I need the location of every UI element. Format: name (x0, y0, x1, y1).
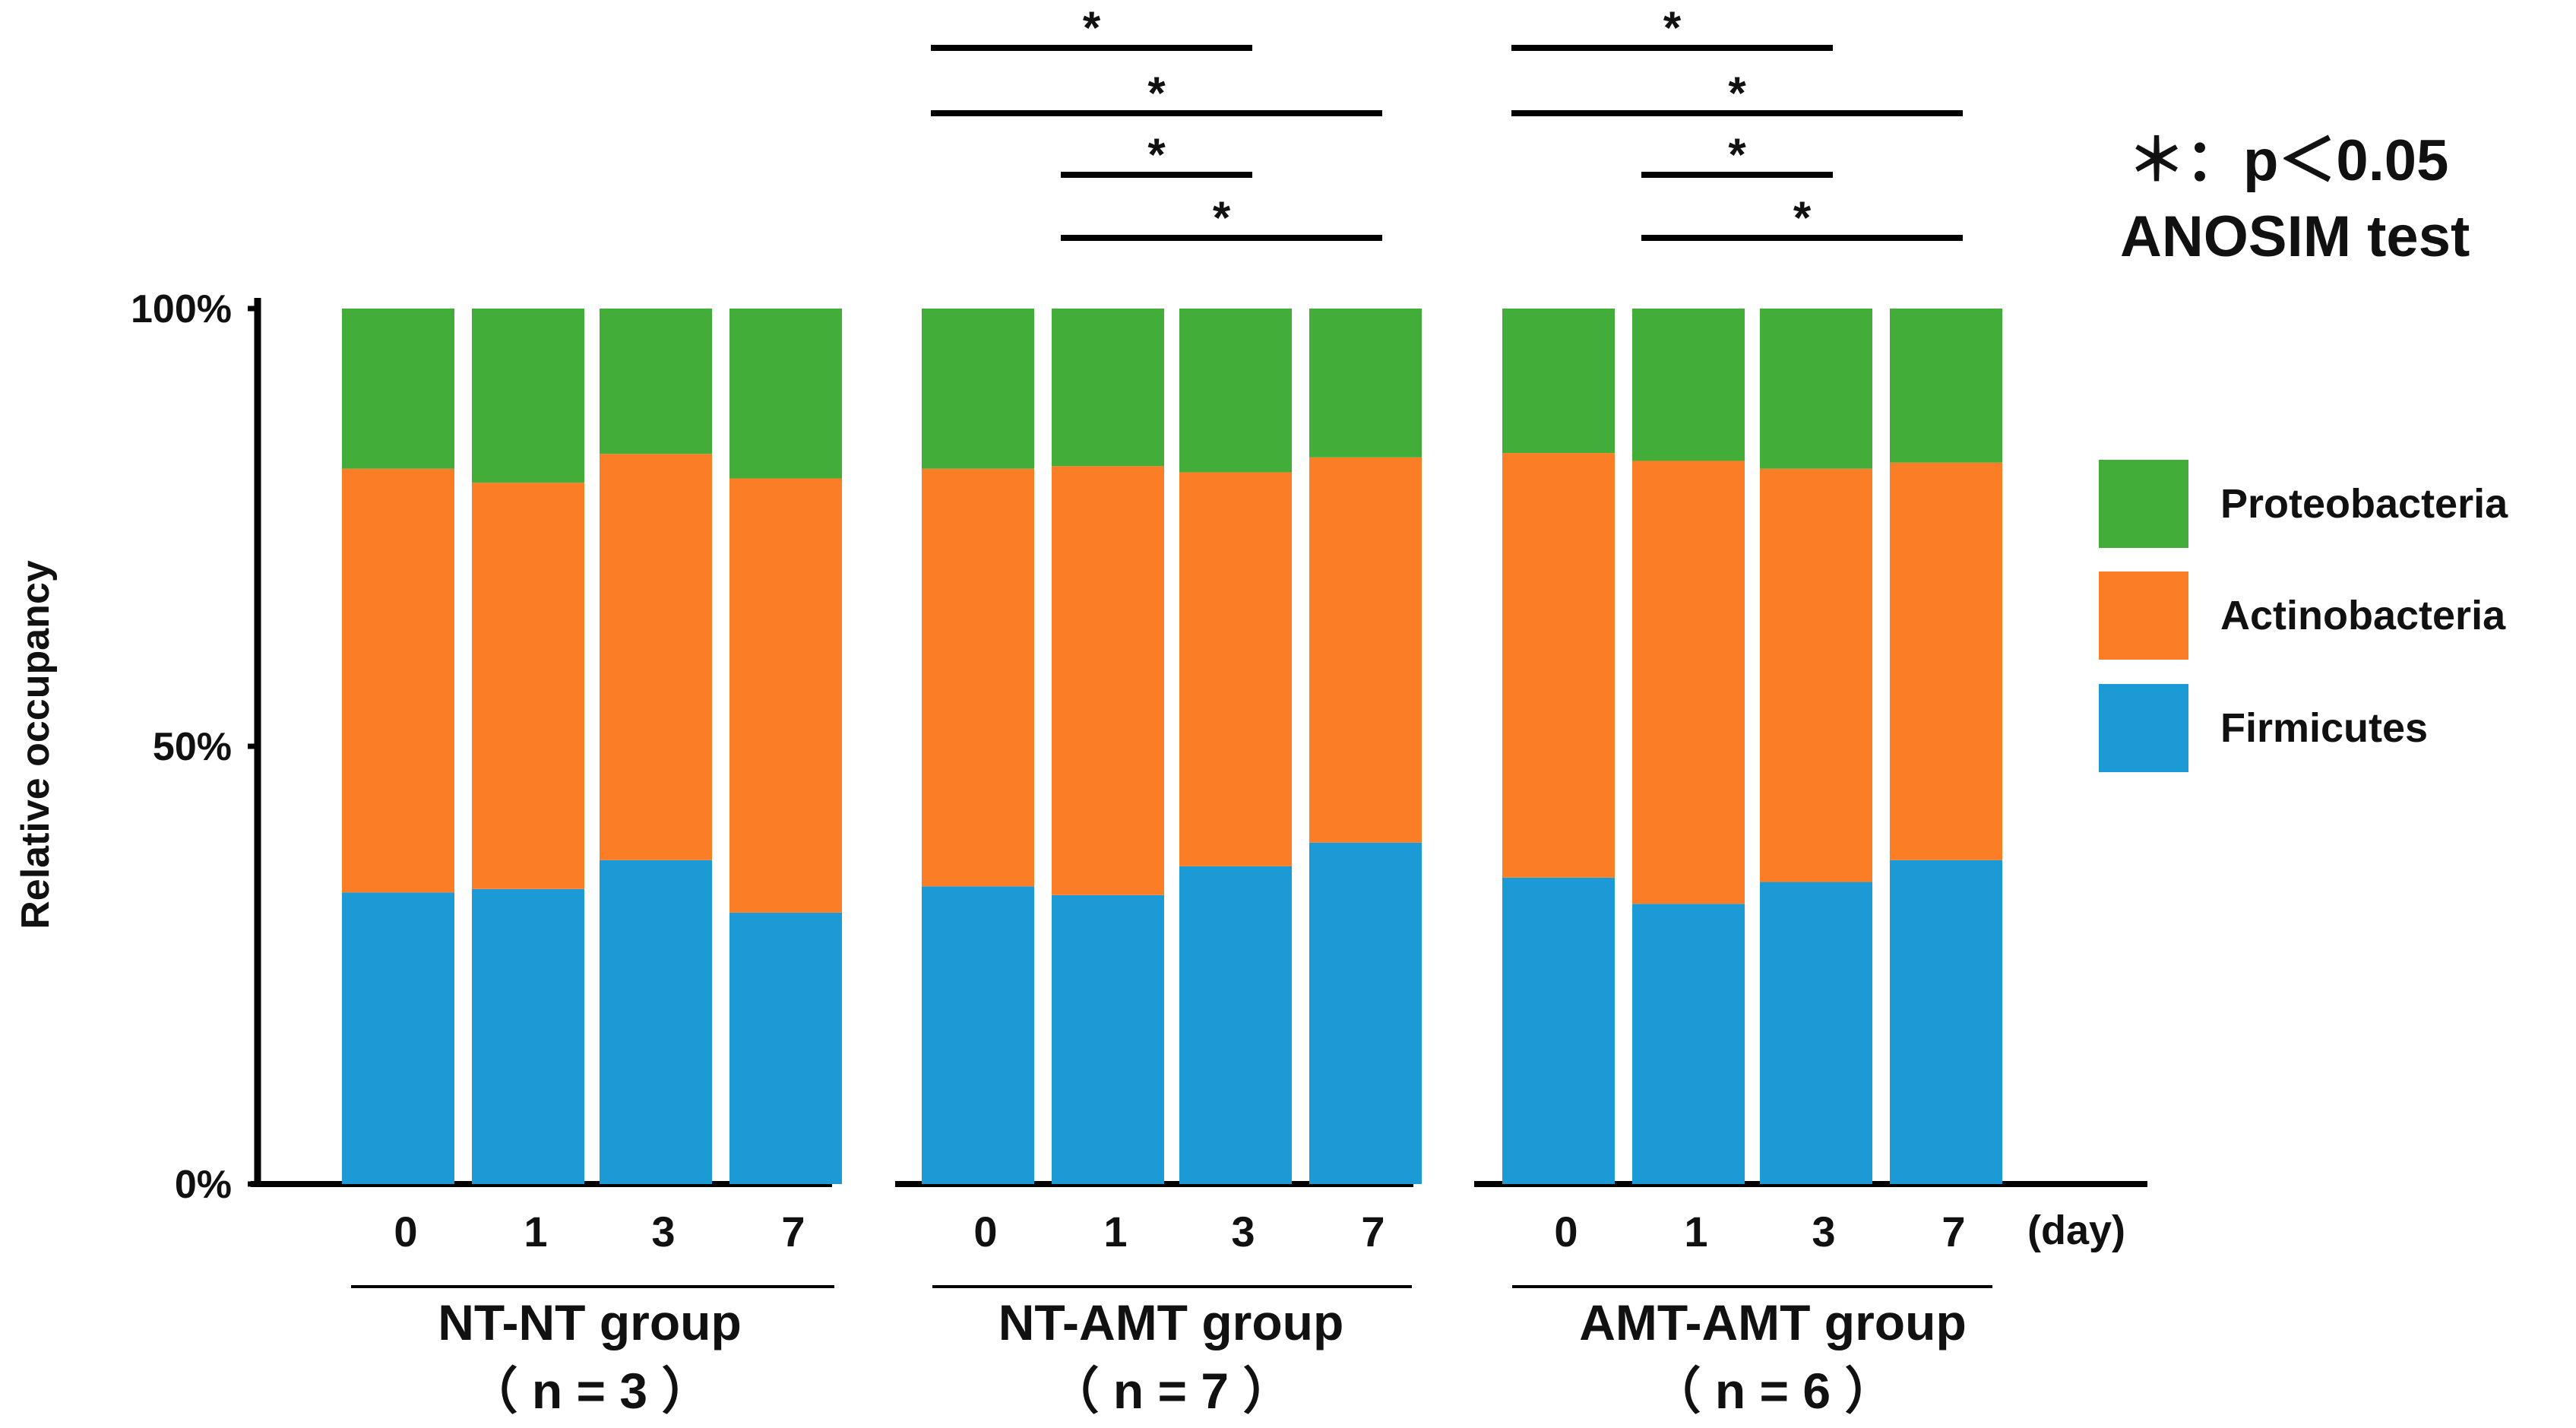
significance-annotation: ＊：p＜0.05 ANOSIM test (2120, 128, 2470, 269)
significance-star: * (1728, 129, 1746, 180)
bar-segment-actinobacteria (1890, 462, 2002, 860)
bar-segment-proteobacteria (1502, 309, 1615, 454)
x-tick-label: 0 (1554, 1208, 1578, 1255)
bar-segment-actinobacteria (600, 454, 712, 860)
group-n-label: （ n = 3 ） (468, 1363, 712, 1419)
bar-segment-firmicutes (1890, 860, 2002, 1184)
x-tick-label: 3 (1231, 1208, 1255, 1255)
bar-segment-firmicutes (1179, 866, 1292, 1184)
bar-segment-actinobacteria (342, 468, 454, 893)
bar-segment-proteobacteria (1179, 309, 1292, 473)
legend-swatch-actinobacteria (2099, 572, 2188, 660)
bar-segment-proteobacteria (1760, 309, 1872, 469)
y-tick-label: 0% (175, 1163, 232, 1207)
bar-segment-firmicutes (1502, 877, 1615, 1184)
significance-star: * (1147, 129, 1166, 180)
y-tick-label: 50% (153, 725, 232, 769)
bar-segment-firmicutes (1632, 904, 1745, 1184)
bar-segment-actinobacteria (1179, 472, 1292, 866)
bar-segment-proteobacteria (1052, 309, 1164, 467)
significance-star: * (1728, 68, 1746, 119)
x-tick-label: 0 (973, 1208, 997, 1255)
bar-segment-firmicutes (1052, 894, 1164, 1184)
x-tick-label: 3 (651, 1208, 675, 1255)
bar-segment-actinobacteria (1052, 466, 1164, 895)
bar-segment-proteobacteria (600, 309, 712, 454)
x-tick-label: 1 (524, 1208, 547, 1255)
bar-segment-firmicutes (729, 912, 842, 1184)
bar-segment-proteobacteria (922, 309, 1034, 469)
bar-segment-firmicutes (1309, 842, 1422, 1184)
legend: Proteobacteria Actinobacteria Firmicutes (2099, 460, 2508, 772)
x-tick-label: 1 (1103, 1208, 1127, 1255)
bar-segment-proteobacteria (342, 309, 454, 469)
bar-segment-firmicutes (922, 886, 1034, 1184)
bar-segment-proteobacteria (1890, 309, 2002, 463)
bar-segment-firmicutes (472, 888, 584, 1184)
annotation-test: ANOSIM test (2120, 204, 2470, 269)
bar-segment-actinobacteria (1760, 468, 1872, 882)
group-name: NT-AMT group (998, 1294, 1344, 1350)
bar-segment-proteobacteria (1632, 309, 1745, 461)
bars (342, 309, 2002, 1184)
x-tick-label: 7 (781, 1208, 805, 1255)
x-axis-unit: (day) (2027, 1208, 2125, 1253)
bar-segment-firmicutes (342, 892, 454, 1184)
bar-segment-firmicutes (1760, 882, 1872, 1184)
group-name: AMT-AMT group (1579, 1294, 1967, 1350)
x-tick-label: 0 (394, 1208, 417, 1255)
bar-segment-actinobacteria (1502, 453, 1615, 878)
group-name: NT-NT group (438, 1294, 742, 1350)
significance-star: * (1147, 68, 1166, 119)
bar-segment-proteobacteria (472, 309, 584, 483)
legend-swatch-proteobacteria (2099, 460, 2188, 548)
legend-swatch-firmicutes (2099, 684, 2188, 772)
x-tick-label: 3 (1812, 1208, 1835, 1255)
x-tick-label: 7 (1941, 1208, 1965, 1255)
legend-label-proteobacteria: Proteobacteria (2220, 481, 2508, 527)
bar-segment-firmicutes (600, 860, 712, 1184)
bar-segment-actinobacteria (1309, 457, 1422, 843)
significance-star: * (1213, 192, 1231, 243)
y-axis-title: Relative occupancy (14, 560, 58, 929)
bar-segment-proteobacteria (1309, 309, 1422, 458)
significance-star: * (1793, 192, 1812, 243)
bar-segment-actinobacteria (1632, 461, 1745, 904)
significance-brackets: * * * * * * * * (931, 2, 1963, 243)
annotation-pvalue: ＊：p＜0.05 (2128, 128, 2448, 193)
group-n-label: （ n = 6 ） (1651, 1363, 1895, 1419)
y-tick-label: 100% (131, 287, 232, 331)
significance-star: * (1083, 2, 1101, 53)
significance-star: * (1663, 2, 1682, 53)
axis-labels: 0 1 3 7 NT-NT group （ n = 3 ） 0 1 3 7 NT-AMT group… (351, 1208, 1992, 1419)
legend-label-actinobacteria: Actinobacteria (2220, 593, 2506, 638)
x-tick-label: 1 (1684, 1208, 1707, 1255)
bar-segment-proteobacteria (729, 309, 842, 479)
bar-segment-actinobacteria (472, 483, 584, 889)
bar-segment-actinobacteria (922, 468, 1034, 887)
bar-segment-actinobacteria (729, 478, 842, 913)
group-n-label: （ n = 7 ） (1049, 1363, 1293, 1419)
legend-label-firmicutes: Firmicutes (2220, 705, 2428, 751)
x-tick-label: 7 (1361, 1208, 1385, 1255)
